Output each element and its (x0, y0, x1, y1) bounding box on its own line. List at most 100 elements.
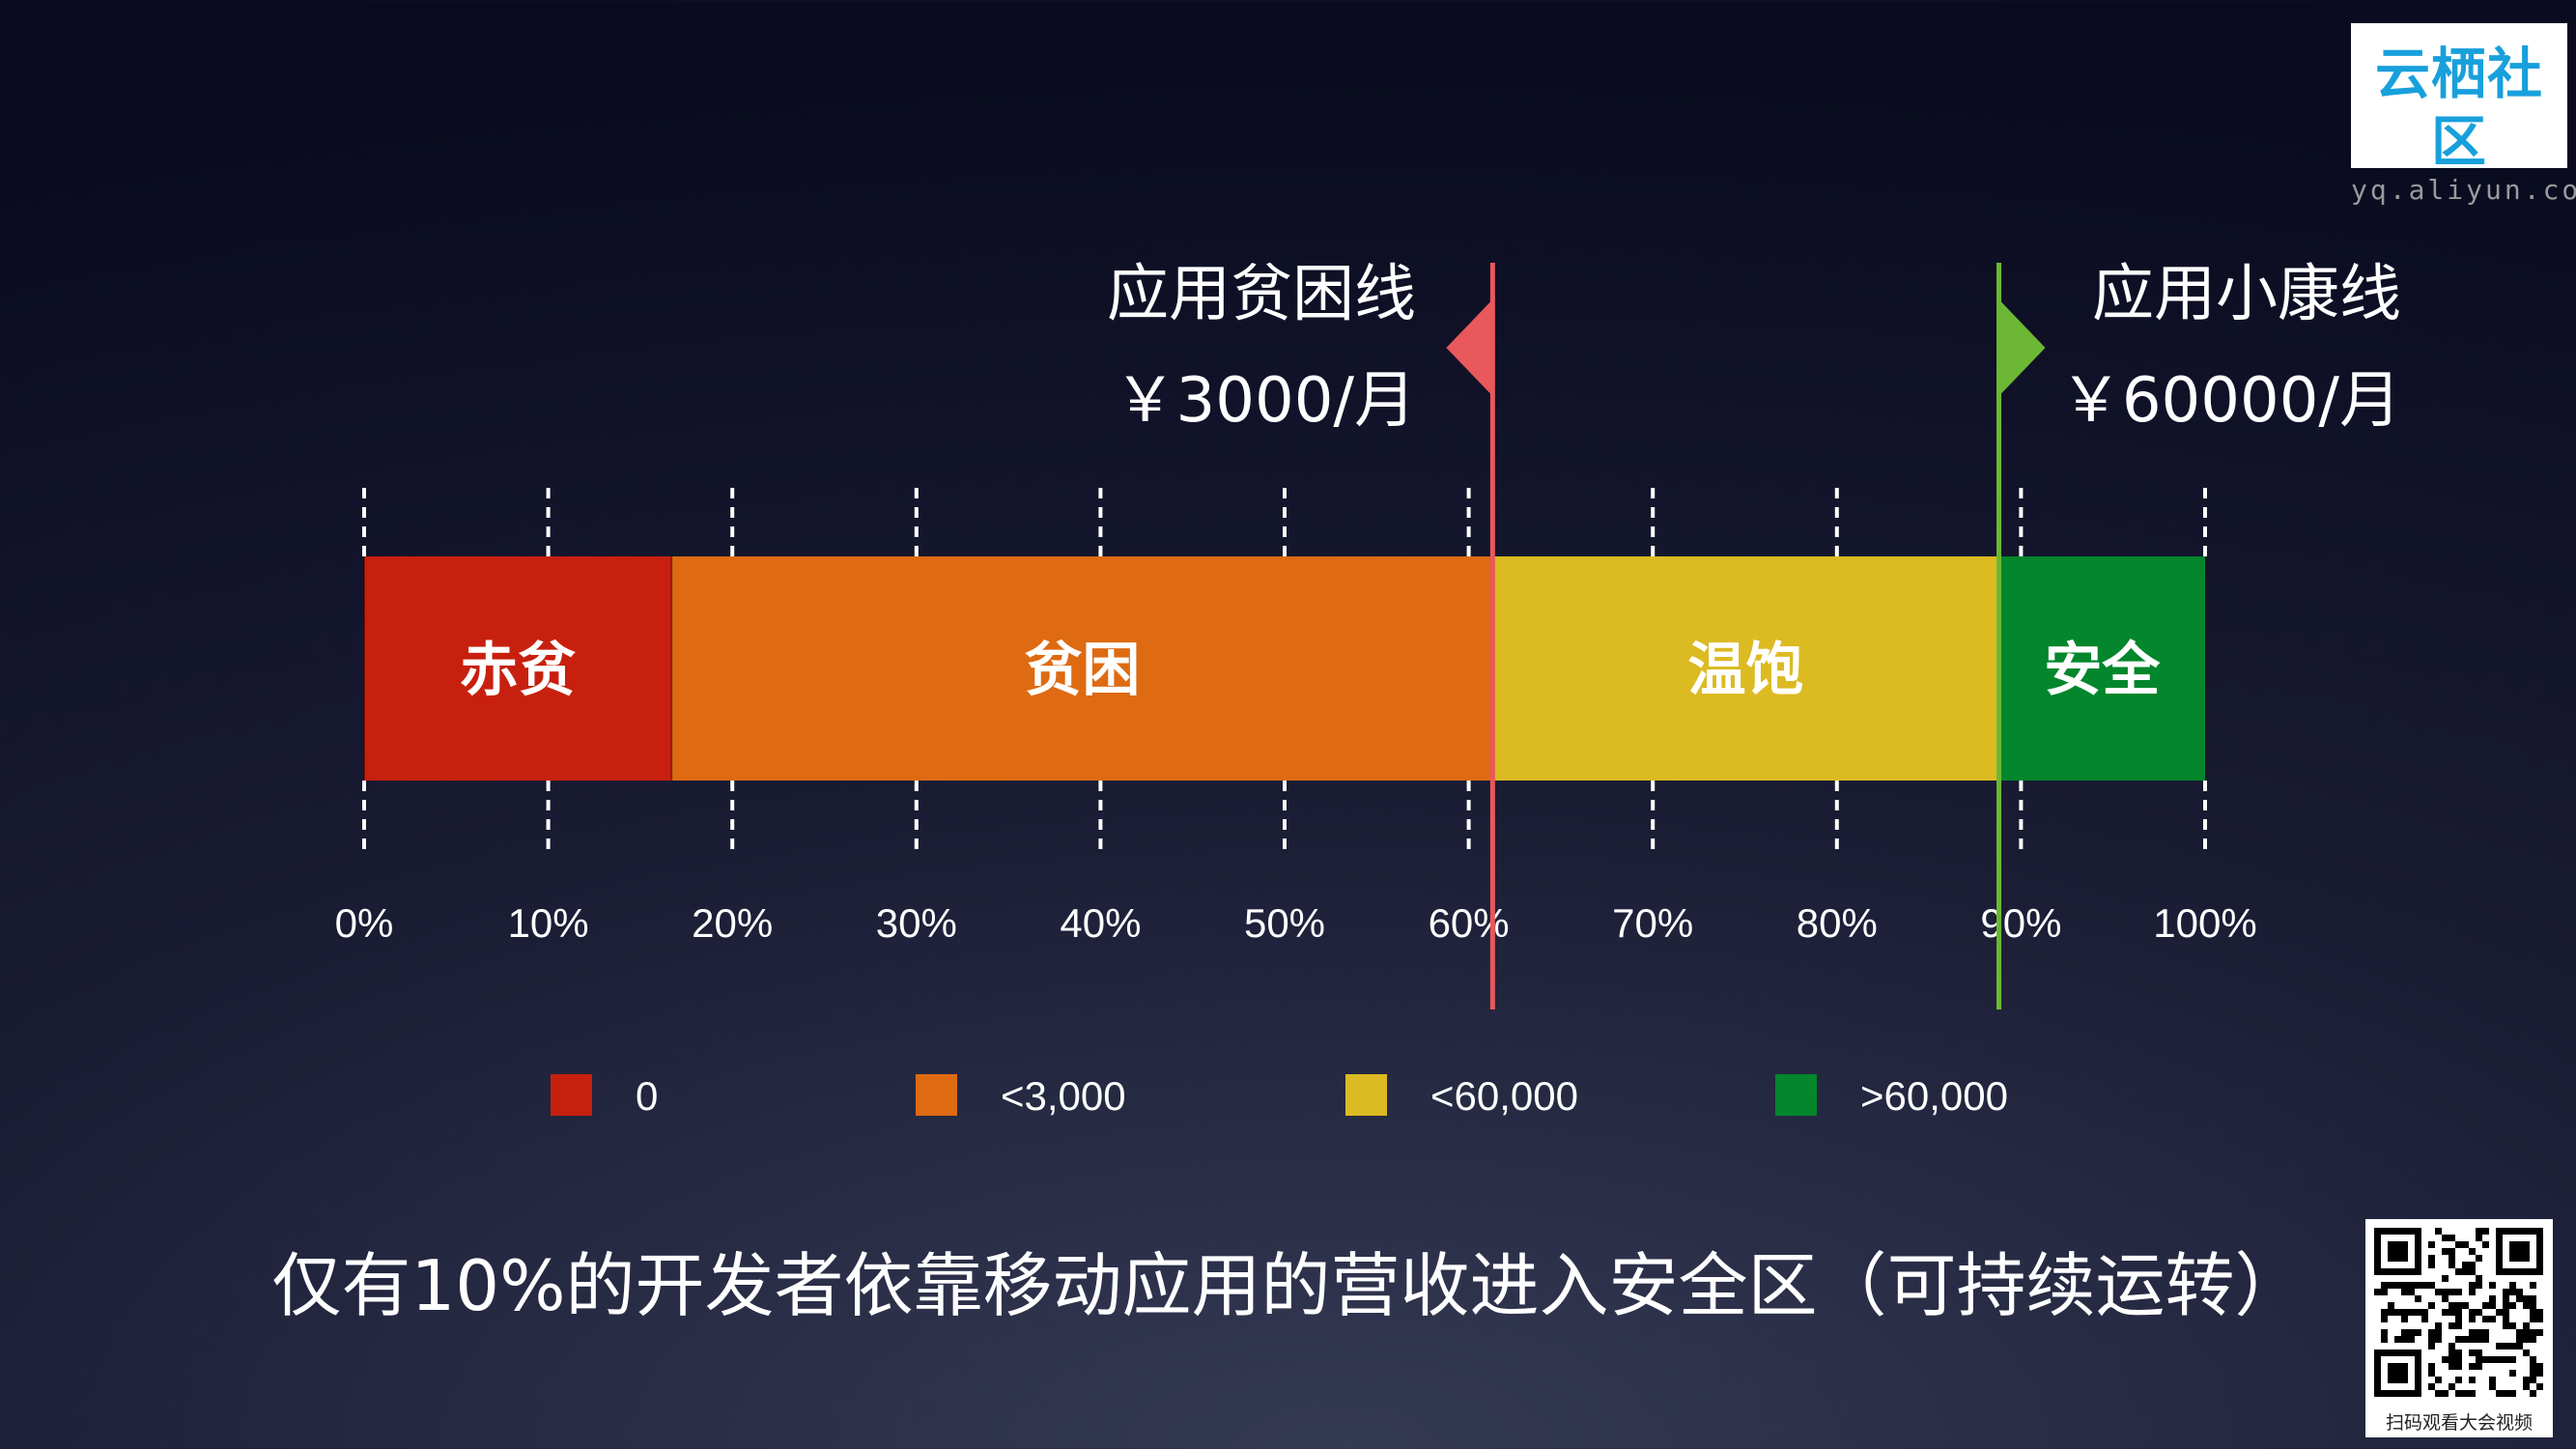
qr-module (2469, 1329, 2476, 1336)
qr-module (2469, 1282, 2476, 1289)
qr-module (2482, 1302, 2489, 1309)
qr-module (2408, 1309, 2415, 1316)
qr-module (2530, 1282, 2536, 1289)
qr-module (2388, 1282, 2394, 1289)
qr-module (2503, 1343, 2509, 1350)
qr-module (2469, 1363, 2476, 1370)
qr-module (2428, 1343, 2435, 1350)
qr-module (2428, 1336, 2435, 1343)
marker-flag (1446, 299, 1493, 396)
yunqi-logo: 云栖社区 yq.aliyun.com (2351, 23, 2576, 205)
qr-module (2482, 1241, 2489, 1248)
qr-module (2401, 1336, 2408, 1343)
qr-module (2516, 1329, 2523, 1336)
qr-module (2455, 1350, 2462, 1356)
qr-module (2476, 1255, 2482, 1262)
tick-label: 20% (692, 900, 773, 946)
qr-module (2449, 1322, 2455, 1329)
qr-module (2455, 1268, 2462, 1275)
qr-module (2462, 1262, 2469, 1268)
qr-module (2516, 1289, 2523, 1295)
qr-module (2503, 1316, 2509, 1322)
qr-module (2496, 1390, 2503, 1397)
qr-module (2455, 1390, 2462, 1397)
qr-module (2408, 1336, 2415, 1343)
qr-module (2462, 1268, 2469, 1275)
qr-finder-core (2388, 1241, 2408, 1262)
ticks-bottom (362, 781, 2207, 855)
qr-pattern (2374, 1228, 2543, 1397)
qr-module (2455, 1377, 2462, 1383)
qr-module (2428, 1363, 2435, 1370)
qr-module (2394, 1309, 2401, 1316)
qr-module (2421, 1309, 2428, 1316)
bar-segment (671, 556, 1493, 781)
legend-swatch (1345, 1074, 1387, 1116)
qr-module (2435, 1228, 2442, 1235)
qr-module (2482, 1356, 2489, 1363)
logo-url: yq.aliyun.com (2351, 174, 2576, 206)
qr-module (2455, 1289, 2462, 1295)
qr-module (2476, 1336, 2482, 1343)
qr-module (2530, 1302, 2536, 1309)
tick-label: 10% (508, 900, 589, 946)
qr-module (2428, 1302, 2435, 1309)
qr-module (2503, 1295, 2509, 1302)
qr-module (2530, 1356, 2536, 1363)
qr-module (2469, 1268, 2476, 1275)
qr-module (2469, 1309, 2476, 1316)
qr-module (2455, 1356, 2462, 1363)
qr-module (2489, 1316, 2496, 1322)
qr-module (2509, 1370, 2516, 1377)
qr-module (2523, 1295, 2530, 1302)
qr-module (2516, 1343, 2523, 1350)
qr-module (2408, 1329, 2415, 1336)
qr-module (2523, 1350, 2530, 1356)
tick-label: 50% (1244, 900, 1325, 946)
qr-module (2381, 1289, 2388, 1295)
qr-module (2503, 1356, 2509, 1363)
qr-module (2482, 1336, 2489, 1343)
qr-module (2449, 1262, 2455, 1268)
qr-module (2536, 1370, 2543, 1377)
qr-module (2401, 1289, 2408, 1295)
qr-module (2489, 1302, 2496, 1309)
qr-module (2503, 1289, 2509, 1295)
qr-module (2536, 1316, 2543, 1322)
qr-module (2415, 1295, 2421, 1302)
qr-module (2449, 1356, 2455, 1363)
qr-module (2509, 1289, 2516, 1295)
qr-module (2435, 1336, 2442, 1343)
qr-module (2489, 1377, 2496, 1383)
qr-module (2516, 1336, 2523, 1343)
qr-module (2469, 1350, 2476, 1356)
qr-module (2509, 1356, 2516, 1363)
qr-code[interactable]: 扫码观看大会视频 (2365, 1219, 2553, 1437)
qr-module (2449, 1235, 2455, 1241)
qr-module (2462, 1336, 2469, 1343)
legend-label: <3,000 (1001, 1073, 1126, 1119)
qr-module (2394, 1336, 2401, 1343)
bar-segments: 赤贫 贫困 温饱 安全 (363, 556, 2205, 781)
qr-module (2388, 1302, 2394, 1309)
qr-module (2523, 1322, 2530, 1329)
qr-module (2530, 1316, 2536, 1322)
qr-module (2523, 1329, 2530, 1336)
qr-module (2476, 1329, 2482, 1336)
poverty-line-label: 应用贫困线 ￥3000/月 (966, 257, 1416, 439)
qr-module (2442, 1356, 2449, 1363)
qr-module (2489, 1295, 2496, 1302)
qr-module (2516, 1295, 2523, 1302)
legend-swatch (1775, 1074, 1817, 1116)
qr-module (2421, 1316, 2428, 1322)
tick-label: 80% (1797, 900, 1878, 946)
qr-module (2536, 1329, 2543, 1336)
qr-module (2476, 1282, 2482, 1289)
qr-module (2428, 1329, 2435, 1336)
qr-module (2503, 1390, 2509, 1397)
qr-module (2469, 1336, 2476, 1343)
qr-module (2482, 1316, 2489, 1322)
qr-module (2523, 1383, 2530, 1390)
tick-label: 70% (1612, 900, 1693, 946)
qr-module (2530, 1390, 2536, 1397)
